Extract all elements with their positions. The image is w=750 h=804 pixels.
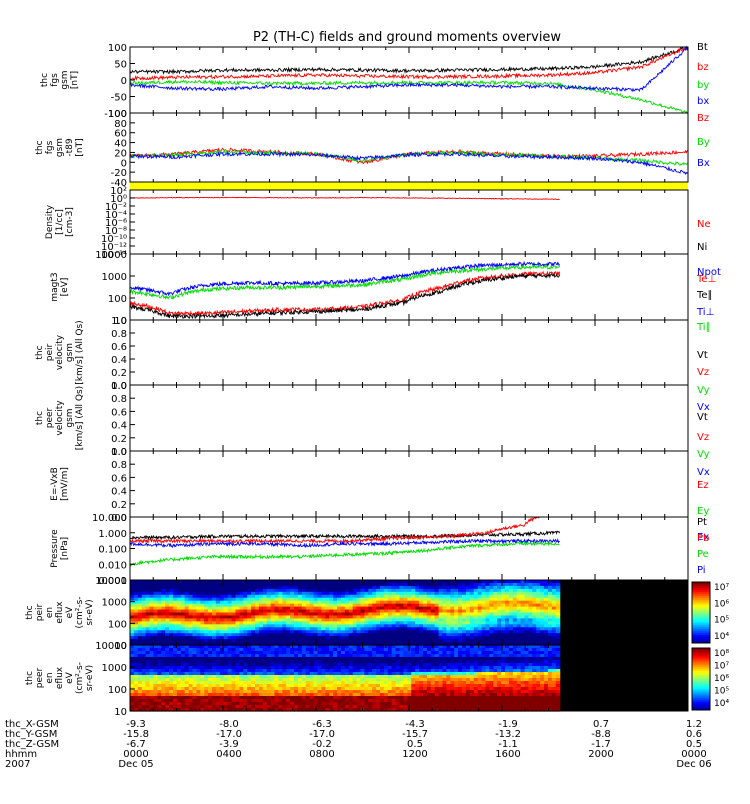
spectrogram-peer_eflux: [130, 645, 688, 712]
colorbar-tick-label: 10⁴: [714, 632, 729, 642]
colorbar-tick-label: 10⁵: [714, 687, 729, 697]
y-tick-label: 100: [108, 43, 127, 54]
colorbar-tick-label: 10⁴: [714, 699, 729, 709]
series-line-Bx: [130, 152, 688, 174]
colorbar-peer_eflux: [692, 648, 710, 711]
colorbar-peir_eflux: [692, 582, 710, 644]
colorbar-tick-label: 10⁷: [714, 583, 729, 593]
series-line-bx: [130, 47, 688, 91]
colorbar-tick-label: 10⁸: [714, 649, 729, 659]
plot-title: P2 (TH-C) fields and ground moments over…: [253, 30, 561, 45]
series-line-Pt: [130, 531, 560, 539]
colorbar-tick-label: 10⁶: [714, 599, 729, 609]
series-line-By: [130, 150, 688, 165]
spectrogram-peir_eflux: [130, 580, 688, 646]
panel-fgs_gsm: [130, 47, 688, 113]
colorbar-tick-label: 10⁷: [714, 662, 729, 672]
panel-frame: [130, 47, 688, 113]
y-tick-label: -50: [111, 93, 127, 104]
series-line-Pb: [130, 517, 560, 543]
data-gap-bar: [130, 182, 688, 190]
colorbar-tick-label: 10⁵: [714, 616, 729, 626]
y-tick-label: 0: [121, 76, 127, 87]
y-axis-label: thcfgsgsm[nT]: [40, 70, 80, 89]
series-line-Ne: [130, 197, 560, 199]
y-tick-label: 50: [114, 60, 127, 71]
colorbar-tick-label: 10⁶: [714, 674, 729, 684]
